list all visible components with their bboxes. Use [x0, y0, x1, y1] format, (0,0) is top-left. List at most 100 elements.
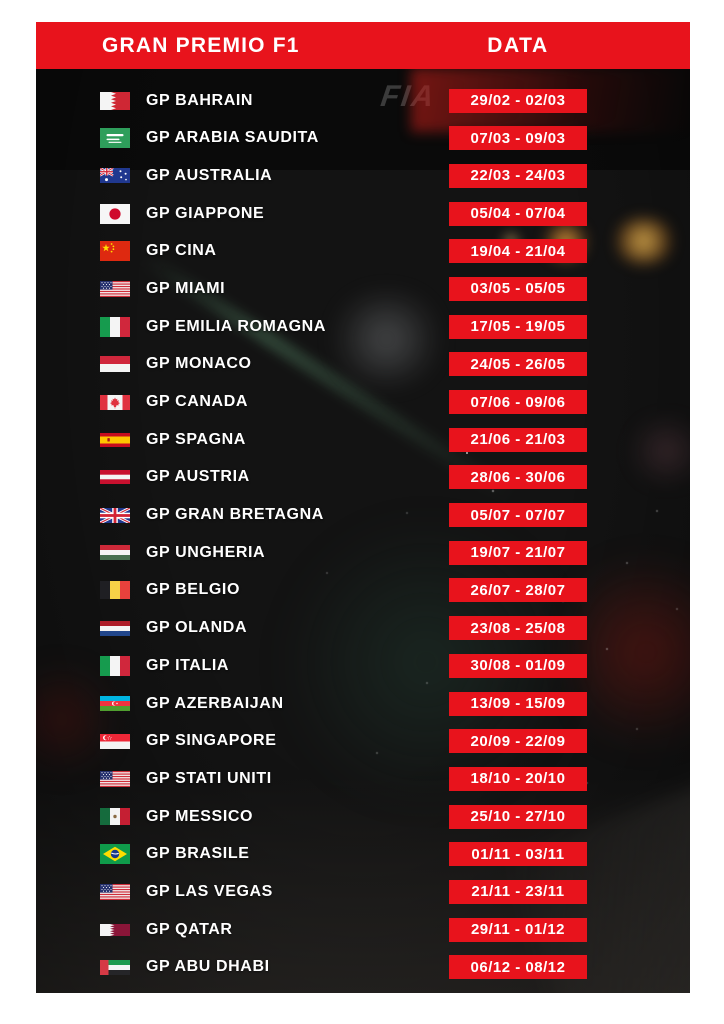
netherlands-flag-icon — [100, 620, 130, 636]
date-range-text: 22/03 - 24/03 — [470, 167, 566, 185]
date-range-badge: 26/07 - 28/07 — [449, 578, 587, 603]
page-title: GRAN PREMIO F1 — [102, 33, 300, 57]
header-bar: GRAN PREMIO F1 DATA — [36, 22, 690, 69]
date-range-badge: 18/10 - 20/10 — [449, 766, 587, 791]
date-range-badge: 28/06 - 30/06 — [449, 465, 587, 490]
date-range-badge: 03/05 - 05/05 — [449, 276, 587, 301]
gp-name-label: GP LAS VEGAS — [146, 882, 273, 900]
date-range-badge: 07/06 - 09/06 — [449, 390, 587, 414]
gp-name-label: GP BAHRAIN — [146, 91, 254, 109]
gp-name-label: GP GRAN BRETAGNA — [146, 506, 324, 524]
date-range-badge: 01/11 - 03/11 — [449, 842, 587, 867]
gp-name-label: GP MESSICO — [146, 807, 254, 825]
date-range-badge: 24/05 - 26/05 — [449, 352, 587, 377]
uae-flag-icon — [100, 959, 130, 975]
gp-name-label: GP ABU DHABI — [146, 958, 270, 976]
australia-flag-icon — [100, 168, 130, 184]
date-range-badge: 19/07 - 21/07 — [449, 540, 587, 565]
gp-row: GP CINA 19/04 - 21/04 — [36, 239, 690, 264]
gp-name-label: GP QATAR — [146, 920, 233, 938]
date-range-badge: 25/10 - 27/10 — [449, 804, 587, 829]
gp-row: GP GIAPPONE 05/04 - 07/04 — [36, 201, 690, 226]
gp-row: GP MONACO 24/05 - 26/05 — [36, 352, 690, 377]
gp-name-label: GP AZERBAIJAN — [146, 694, 284, 712]
gp-row: GP CANADA 07/06 - 09/06 — [36, 390, 690, 415]
date-range-badge: 22/03 - 24/03 — [449, 163, 587, 188]
canada-flag-icon — [100, 394, 130, 410]
date-range-badge: 29/02 - 02/03 — [449, 88, 587, 113]
date-range-text: 25/10 - 27/10 — [470, 808, 566, 826]
usa-flag-icon — [100, 883, 130, 900]
gp-name-label: GP ITALIA — [146, 656, 230, 674]
date-range-text: 05/04 - 07/04 — [470, 205, 566, 223]
gp-row: GP BRASILE 01/11 - 03/11 — [36, 842, 690, 867]
date-range-badge: 30/08 - 01/09 — [449, 653, 587, 678]
gp-name-label: GP UNGHERIA — [146, 543, 266, 561]
gp-name-label: GP EMILIA ROMAGNA — [146, 317, 326, 335]
gp-row: GP UNGHERIA 19/07 - 21/07 — [36, 540, 690, 565]
date-range-text: 05/07 - 07/07 — [470, 506, 566, 524]
brazil-flag-icon — [100, 844, 130, 865]
date-range-text: 07/06 - 09/06 — [470, 393, 566, 411]
date-range-text: 07/03 - 09/03 — [470, 129, 566, 147]
date-range-badge: 17/05 - 19/05 — [449, 314, 587, 339]
date-range-text: 20/09 - 22/09 — [470, 732, 566, 750]
mexico-flag-icon — [100, 808, 130, 826]
date-range-badge: 05/04 - 07/04 — [449, 201, 587, 226]
austria-flag-icon — [100, 470, 130, 485]
calendar-panel: FIA GRAN PREMIO F1 DATA GP BAHRAIN 29/02 … — [36, 22, 690, 993]
date-range-text: 29/11 - 01/12 — [470, 921, 566, 939]
gp-row: GP GRAN BRETAGNA 05/07 - 07/07 — [36, 503, 690, 528]
gp-name-label: GP SINGAPORE — [146, 732, 277, 750]
gp-row: GP MESSICO 25/10 - 27/10 — [36, 804, 690, 829]
bahrain-flag-icon — [100, 91, 130, 110]
italy-flag-icon — [100, 655, 130, 676]
gp-name-label: GP AUSTRIA — [146, 468, 250, 486]
date-range-badge: 21/06 - 21/03 — [449, 427, 587, 452]
date-range-text: 30/08 - 01/09 — [470, 657, 566, 675]
azerbaijan-flag-icon — [100, 696, 130, 711]
saudi-flag-icon — [100, 128, 130, 149]
uk-flag-icon — [100, 507, 130, 523]
gp-name-label: GP MONACO — [146, 355, 252, 373]
date-range-badge: 20/09 - 22/09 — [449, 729, 587, 754]
date-range-badge: 29/11 - 01/12 — [449, 917, 587, 942]
gp-row: GP BAHRAIN 29/02 - 02/03 — [36, 88, 690, 113]
japan-flag-icon — [100, 203, 130, 224]
date-range-text: 13/09 - 15/09 — [470, 695, 566, 712]
gp-name-label: GP OLANDA — [146, 619, 248, 637]
gp-name-label: GP BELGIO — [146, 581, 241, 599]
gp-row: GP AUSTRALIA 22/03 - 24/03 — [36, 163, 690, 188]
date-range-badge: 05/07 - 07/07 — [449, 503, 587, 528]
usa-flag-icon — [100, 770, 130, 787]
gp-row: GP MIAMI 03/05 - 05/05 — [36, 276, 690, 301]
date-range-text: 18/10 - 20/10 — [470, 770, 566, 788]
date-range-text: 29/02 - 02/03 — [470, 92, 566, 109]
date-range-text: 28/06 - 30/06 — [470, 468, 566, 486]
gp-row: GP OLANDA 23/08 - 25/08 — [36, 616, 690, 641]
gp-name-label: GP AUSTRALIA — [146, 166, 273, 184]
gp-name-label: GP ARABIA SAUDITA — [146, 129, 319, 147]
gp-row: GP ITALIA 30/08 - 01/09 — [36, 653, 690, 678]
date-range-text: 17/05 - 19/05 — [470, 318, 566, 336]
date-range-badge: 06/12 - 08/12 — [449, 955, 587, 980]
date-range-text: 26/07 - 28/07 — [470, 581, 566, 599]
date-range-text: 21/06 - 21/03 — [470, 431, 566, 449]
date-range-badge: 23/08 - 25/08 — [449, 616, 587, 641]
monaco-flag-icon — [100, 356, 130, 373]
gp-name-label: GP BRASILE — [146, 845, 250, 863]
gp-row: GP SPAGNA 21/06 - 21/03 — [36, 427, 690, 452]
spain-flag-icon — [100, 432, 130, 447]
date-range-badge: 07/03 - 09/03 — [449, 126, 587, 151]
qatar-flag-icon — [100, 923, 130, 936]
gp-row: GP BELGIO 26/07 - 28/07 — [36, 578, 690, 603]
date-column-header: DATA — [487, 33, 549, 57]
italy-flag-icon — [100, 316, 130, 337]
belgium-flag-icon — [100, 581, 130, 600]
date-range-badge: 13/09 - 15/09 — [449, 691, 587, 716]
gp-list: GP BAHRAIN 29/02 - 02/03 GP ARABIA SAUDITA… — [36, 69, 690, 993]
gp-name-label: GP CINA — [146, 242, 217, 260]
date-range-text: 01/11 - 03/11 — [471, 845, 565, 863]
gp-row: GP EMILIA ROMAGNA 17/05 - 19/05 — [36, 314, 690, 339]
